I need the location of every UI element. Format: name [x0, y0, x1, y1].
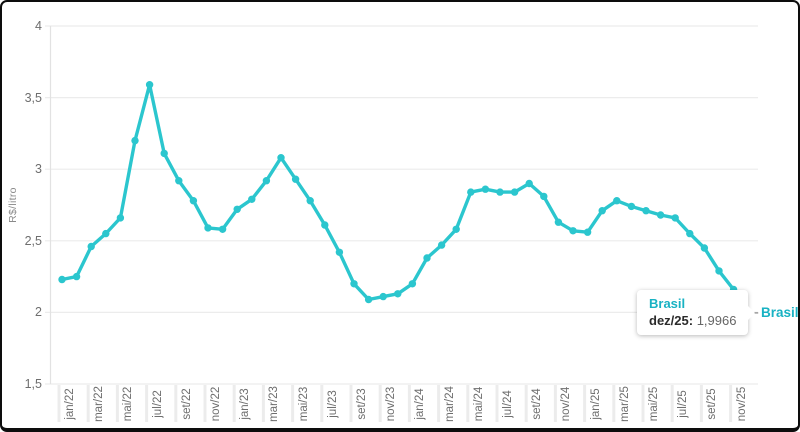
data-point-abr/22[interactable]	[102, 229, 110, 238]
data-point-nov/23[interactable]	[379, 292, 387, 301]
data-point-nov/24[interactable]	[554, 218, 563, 226]
data-point-mai/22[interactable]	[116, 214, 125, 222]
tooltip-row: dez/25: 1,9966	[649, 312, 736, 329]
x-tick-mark	[57, 385, 61, 422]
data-point-jun/25[interactable]	[656, 211, 665, 219]
y-tick-label: 1,5	[24, 377, 42, 391]
data-point-out/25[interactable]	[715, 267, 723, 275]
x-tick-mark	[612, 385, 616, 422]
data-point-jan/24[interactable]	[408, 280, 417, 288]
y-tick-label: 3	[35, 162, 42, 177]
x-tick-mark	[86, 385, 90, 422]
tooltip-value: 1,9966	[696, 313, 737, 328]
data-point-dez/22[interactable]	[218, 225, 227, 233]
data-point-abr/24[interactable]	[452, 225, 460, 233]
x-tick-mark	[495, 385, 499, 422]
x-tick-mark	[349, 385, 353, 422]
data-point-fev/24[interactable]	[423, 254, 431, 262]
data-point-mar/22[interactable]	[87, 242, 95, 251]
data-point-fev/23[interactable]	[248, 195, 256, 203]
x-tick-mark	[407, 385, 411, 422]
tooltip-series-name: Brasil	[649, 296, 686, 311]
x-tick-mark	[115, 385, 119, 422]
x-tick-mark	[437, 385, 441, 422]
data-point-jun/24[interactable]	[481, 185, 490, 193]
tooltip-date-label: dez/25:	[649, 313, 694, 328]
data-point-ago/23[interactable]	[335, 248, 344, 256]
tooltip: Brasil dez/25: 1,9966	[637, 290, 756, 335]
data-point-nov/22[interactable]	[204, 224, 212, 232]
x-tick-mark	[291, 385, 295, 422]
data-point-abr/23[interactable]	[277, 154, 285, 162]
x-tick-mark	[729, 385, 733, 422]
tooltip-arrow	[748, 306, 756, 320]
data-point-jul/23[interactable]	[321, 221, 329, 229]
x-tick-mark	[699, 385, 703, 422]
data-point-set/24[interactable]	[525, 179, 533, 188]
data-point-fev/25[interactable]	[598, 207, 606, 215]
data-point-mar/25[interactable]	[613, 197, 621, 205]
data-point-out/23[interactable]	[364, 295, 373, 304]
data-point-jun/23[interactable]	[306, 197, 314, 205]
data-point-ago/25[interactable]	[686, 229, 694, 238]
y-tick-label: 3,5	[24, 90, 42, 105]
data-point-mar/24[interactable]	[437, 241, 446, 249]
data-point-mai/23[interactable]	[291, 175, 300, 183]
data-point-set/23[interactable]	[350, 280, 358, 288]
data-point-ago/24[interactable]	[510, 188, 519, 196]
data-point-ago/22[interactable]	[160, 149, 168, 158]
x-tick-mark	[174, 385, 178, 422]
data-point-set/25[interactable]	[700, 244, 709, 252]
data-point-jul/24[interactable]	[496, 188, 504, 196]
x-tick-mark	[583, 385, 587, 422]
data-point-dez/24[interactable]	[569, 227, 577, 235]
x-tick-mark	[145, 385, 149, 422]
x-tick-mark	[378, 385, 382, 422]
data-point-jan/23[interactable]	[233, 205, 241, 213]
y-tick-label: 4	[35, 19, 42, 33]
x-tick-mark	[553, 385, 557, 422]
data-point-jul/25[interactable]	[671, 214, 679, 222]
y-tick-label: 2	[35, 305, 42, 320]
data-point-jul/22[interactable]	[145, 81, 154, 89]
data-point-fev/22[interactable]	[72, 272, 81, 281]
data-point-out/22[interactable]	[189, 197, 198, 205]
x-tick-mark	[524, 385, 528, 422]
x-tick-mark	[232, 385, 236, 422]
data-point-mai/25[interactable]	[642, 207, 650, 215]
data-point-out/24[interactable]	[540, 192, 548, 201]
x-tick-mark	[641, 385, 645, 422]
data-point-jan/22[interactable]	[58, 275, 66, 284]
x-tick-mark	[203, 385, 207, 422]
data-point-dez/23[interactable]	[394, 290, 402, 298]
data-point-mar/23[interactable]	[262, 177, 271, 185]
y-tick-label: 2,5	[24, 233, 42, 248]
data-point-mai/24[interactable]	[467, 188, 475, 196]
x-tick-mark	[670, 385, 674, 422]
series-end-label: Brasil	[761, 304, 799, 320]
data-point-set/22[interactable]	[175, 177, 183, 185]
data-point-jan/25[interactable]	[583, 228, 592, 236]
series-line-brasil[interactable]	[60, 82, 750, 315]
x-tick-mark	[466, 385, 470, 422]
data-point-abr/25[interactable]	[627, 202, 636, 211]
data-point-jun/22[interactable]	[131, 136, 139, 145]
x-tick-mark	[320, 385, 324, 422]
x-tick-mark	[261, 385, 265, 422]
